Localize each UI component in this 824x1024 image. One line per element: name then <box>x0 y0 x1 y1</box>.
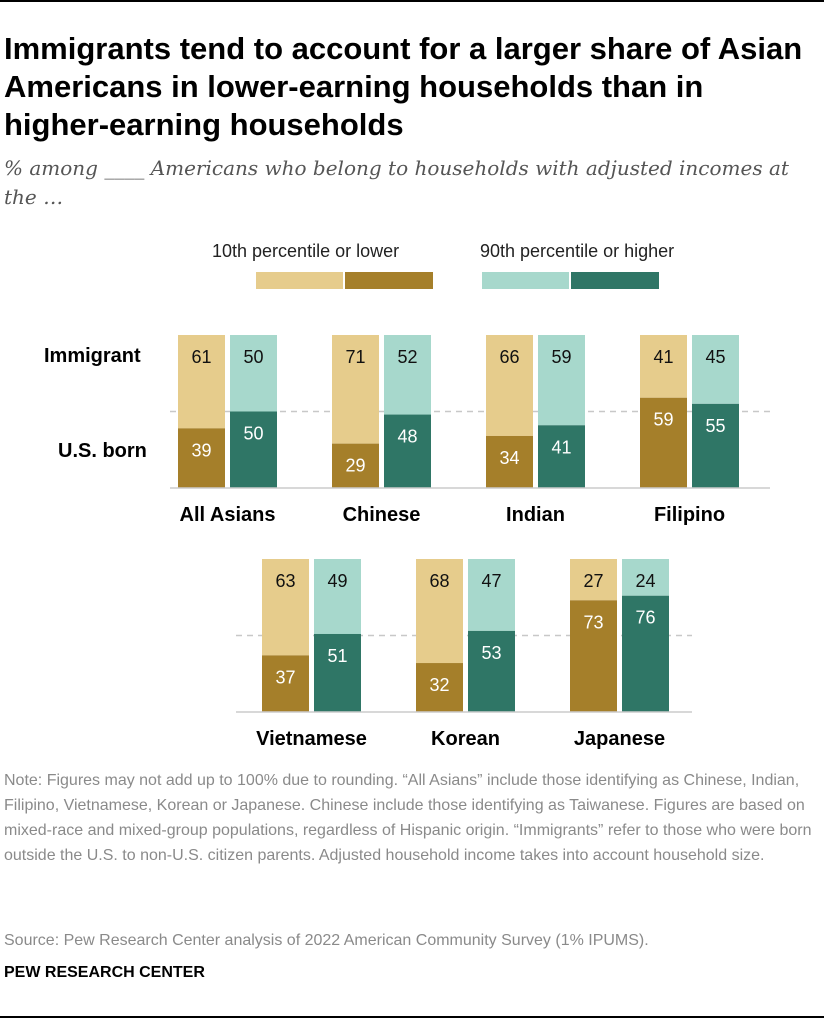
bar-all-asians-high-usborn <box>230 411 277 488</box>
category-label-vietnamese: Vietnamese <box>256 728 367 750</box>
bottom-rule <box>0 1016 824 1018</box>
data-label-filipino-low-immigrant: 41 <box>653 347 673 367</box>
bar-korean-high-immigrant <box>468 559 515 631</box>
data-label-japanese-low-usborn: 73 <box>583 612 603 632</box>
data-label-all-asians-high-usborn: 50 <box>243 424 263 444</box>
bar-filipino-high-usborn <box>692 403 739 488</box>
bar-chinese-low-usborn <box>332 443 379 488</box>
data-label-indian-high-immigrant: 59 <box>551 347 571 367</box>
bar-filipino-low-immigrant <box>640 335 687 398</box>
legend-swatch-high-usborn <box>571 272 659 289</box>
bar-vietnamese-high-usborn <box>314 633 361 712</box>
stacked-bar-chart: 61 39 50 50 All Asians 71 29 52 48 Chinese 66 34 59 4… <box>170 335 770 750</box>
data-label-indian-low-usborn: 34 <box>499 448 519 468</box>
data-label-vietnamese-low-usborn: 37 <box>275 667 295 687</box>
legend-swatch-low-immigrant <box>256 272 343 289</box>
data-label-all-asians-low-immigrant: 61 <box>191 347 211 367</box>
bar-korean-low-immigrant <box>416 559 463 664</box>
legend-label-low: 10th percentile or lower <box>212 241 400 261</box>
bar-chinese-high-usborn <box>384 414 431 488</box>
legend-swatch-high-immigrant <box>482 272 569 289</box>
data-label-vietnamese-low-immigrant: 63 <box>275 571 295 591</box>
category-label-japanese: Japanese <box>574 728 665 750</box>
bar-vietnamese-low-usborn <box>262 655 309 712</box>
chart-subtitle: % among ____ Americans who belong to hou… <box>4 156 789 209</box>
category-label-all-asians: All Asians <box>180 504 276 526</box>
bar-indian-high-immigrant <box>538 335 585 426</box>
data-label-japanese-high-immigrant: 24 <box>635 571 655 591</box>
bar-vietnamese-low-immigrant <box>262 559 309 656</box>
chart-title: Immigrants tend to account for a larger … <box>4 31 803 142</box>
bar-indian-low-immigrant <box>486 335 533 436</box>
data-label-japanese-low-immigrant: 27 <box>583 571 603 591</box>
data-label-filipino-high-usborn: 55 <box>705 416 725 436</box>
brand-logo-text: PEW RESEARCH CENTER <box>4 964 205 981</box>
data-label-chinese-high-usborn: 48 <box>397 427 417 447</box>
legend-label-high: 90th percentile or higher <box>480 241 675 261</box>
category-label-korean: Korean <box>431 728 500 750</box>
data-label-indian-low-immigrant: 66 <box>499 347 519 367</box>
bar-all-asians-high-immigrant <box>230 335 277 412</box>
bar-japanese-high-usborn <box>622 595 669 712</box>
data-label-korean-high-usborn: 53 <box>481 643 501 663</box>
data-label-filipino-high-immigrant: 45 <box>705 347 725 367</box>
data-label-all-asians-low-usborn: 39 <box>191 440 211 460</box>
footnote: Note: Figures may not add up to 100% due… <box>4 772 812 864</box>
bar-indian-low-usborn <box>486 435 533 488</box>
category-label-filipino: Filipino <box>654 504 725 526</box>
category-label-chinese: Chinese <box>343 504 421 526</box>
bar-chinese-high-immigrant <box>384 335 431 415</box>
data-label-filipino-low-usborn: 59 <box>653 410 673 430</box>
bar-filipino-high-immigrant <box>692 335 739 404</box>
bar-filipino-low-usborn <box>640 397 687 488</box>
bar-japanese-high-immigrant <box>622 559 669 596</box>
row-label-us-born: U.S. born <box>58 440 147 462</box>
category-label-indian: Indian <box>506 504 565 526</box>
data-label-indian-high-usborn: 41 <box>551 437 571 457</box>
data-label-vietnamese-high-usborn: 51 <box>327 646 347 666</box>
data-label-chinese-high-immigrant: 52 <box>397 347 417 367</box>
top-rule <box>0 0 824 2</box>
bar-vietnamese-high-immigrant <box>314 559 361 634</box>
data-label-korean-low-usborn: 32 <box>429 675 449 695</box>
bar-all-asians-low-usborn <box>178 428 225 488</box>
source-line: Source: Pew Research Center analysis of … <box>4 932 649 949</box>
bar-japanese-low-usborn <box>570 600 617 712</box>
bar-all-asians-low-immigrant <box>178 335 225 429</box>
bar-chinese-low-immigrant <box>332 335 379 444</box>
data-label-chinese-low-immigrant: 71 <box>345 347 365 367</box>
row-label-immigrant: Immigrant <box>44 345 141 367</box>
bar-indian-high-usborn <box>538 425 585 488</box>
bar-korean-low-usborn <box>416 663 463 712</box>
bar-korean-high-usborn <box>468 630 515 712</box>
legend-swatch-low-usborn <box>345 272 433 289</box>
bar-japanese-low-immigrant <box>570 559 617 601</box>
data-label-all-asians-high-immigrant: 50 <box>243 347 263 367</box>
data-label-chinese-low-usborn: 29 <box>345 456 365 476</box>
data-label-japanese-high-usborn: 76 <box>635 608 655 628</box>
data-label-vietnamese-high-immigrant: 49 <box>327 571 347 591</box>
data-label-korean-high-immigrant: 47 <box>481 571 501 591</box>
data-label-korean-low-immigrant: 68 <box>429 571 449 591</box>
